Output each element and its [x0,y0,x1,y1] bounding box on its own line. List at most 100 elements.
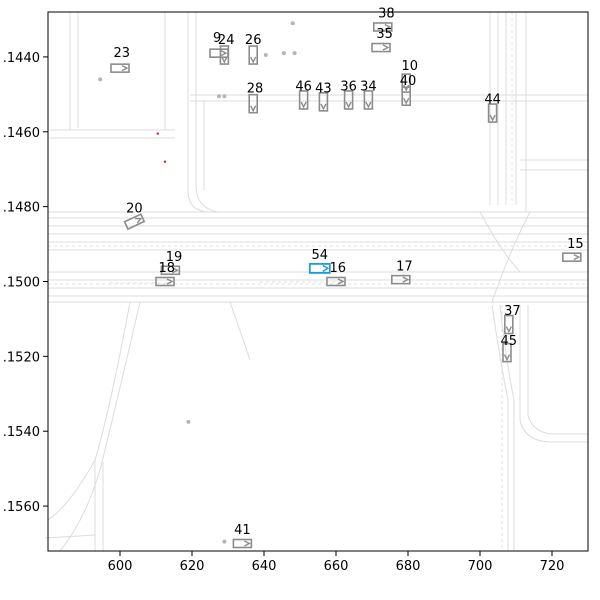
map-dots-layer [98,21,297,544]
vehicle-body [248,45,258,65]
heading-arrow [337,278,345,285]
vehicle-body [110,63,130,73]
heading-arrow [221,56,228,64]
vehicle-id-label: 15 [567,237,584,252]
vehicle-id-label: 46 [295,80,312,95]
heading-arrow [573,254,581,261]
vehicle-id-label: 44 [484,93,501,108]
vehicle-id-label: 54 [312,248,329,263]
vehicle-28 [248,93,258,114]
lane-line [519,305,588,443]
vehicle-body [298,90,309,110]
heading-arrow [220,50,228,57]
vehicle-37 [503,314,514,335]
y-tick-label: .1560 [3,500,40,515]
vehicle-15 [561,252,582,262]
vehicle-id-label: 38 [378,7,395,22]
map-dot [222,539,227,544]
heading-arrow [300,101,307,109]
x-tick-label: 660 [324,559,349,574]
vehicle-body [502,342,512,363]
lane-line [527,305,588,435]
vehicle-id-label: 35 [376,27,393,42]
map-dot [217,94,221,99]
vehicle-body [487,103,498,123]
lane-line [44,534,96,539]
ego-vehicle [308,262,331,274]
vehicle-19 [160,265,181,276]
map-dot [290,21,295,26]
x-tick-label: 680 [396,559,421,574]
map-dot [186,419,191,424]
vehicle-id-label: 9 [213,31,221,46]
vehicle-38 [372,22,393,32]
vehicle-26 [248,45,258,65]
y-tick-label: .1440 [3,51,40,66]
vehicle-body [401,86,412,107]
heading-arrow [384,23,392,31]
vehicle-id-label: 36 [340,80,357,95]
vehicle-46 [298,90,309,110]
vehicle-body [318,92,329,112]
vehicle-body [160,265,181,276]
heading-arrow [345,101,352,109]
heading-arrow [365,101,372,109]
heading-arrow [250,105,257,113]
red-marker [163,160,167,163]
map-dot [263,53,268,58]
map-dot [222,94,227,99]
vehicle-16 [326,276,346,287]
vehicle-body [401,73,412,93]
vehicle-36 [343,90,354,110]
map-dot [281,51,286,56]
y-tick-label: .1540 [3,425,40,440]
vehicle-41 [232,538,253,549]
x-tick-label: 700 [468,559,493,574]
vehicle-body [155,276,175,287]
lane-line [229,301,251,361]
vehicle-id-label: 26 [245,33,262,48]
y-tick-label: .1500 [3,276,40,291]
y-tick-label: .1480 [3,201,40,216]
vehicle-id-label: 24 [218,33,235,48]
map-dot [98,77,103,82]
vehicle-body [326,276,346,287]
lane-line [187,12,211,213]
vehicle-40 [401,86,412,107]
vehicle-body [123,213,146,231]
vehicle-id-label: 19 [166,250,183,265]
vehicle-43 [318,92,329,112]
lane-line [491,304,509,551]
vehicle-id-label: 16 [330,261,347,276]
vehicle-body [372,22,393,32]
vehicle-body [390,274,411,285]
vehicle-id-label: 17 [396,259,413,274]
lane-line [195,12,219,213]
vehicle-body [248,93,258,114]
heading-arrow [244,540,251,547]
vehicle-body [371,42,391,53]
vehicle-44 [487,103,498,123]
vehicle-id-label: 37 [504,304,521,319]
vehicle-id-label: 20 [126,201,143,216]
heading-arrow [402,276,410,283]
x-tick-label: 640 [252,559,277,574]
heading-arrow [489,114,496,122]
vehicle-id-label: 34 [360,80,377,95]
vehicle-35 [371,42,391,53]
heading-arrow [166,278,174,285]
red-marker [156,132,159,135]
heading-arrow [250,56,257,64]
vehicle-id-label: 45 [501,334,518,349]
vehicle-20 [123,213,146,231]
vehicles-layer [110,22,582,549]
heading-arrow [172,267,179,274]
heading-arrow [320,103,327,111]
vehicle-body [232,538,253,549]
vehicle-17 [390,274,411,285]
vehicle-id-label: 43 [315,81,332,96]
map-dot [292,51,297,56]
vehicle-body [343,90,354,110]
vehicle-body [219,45,230,65]
